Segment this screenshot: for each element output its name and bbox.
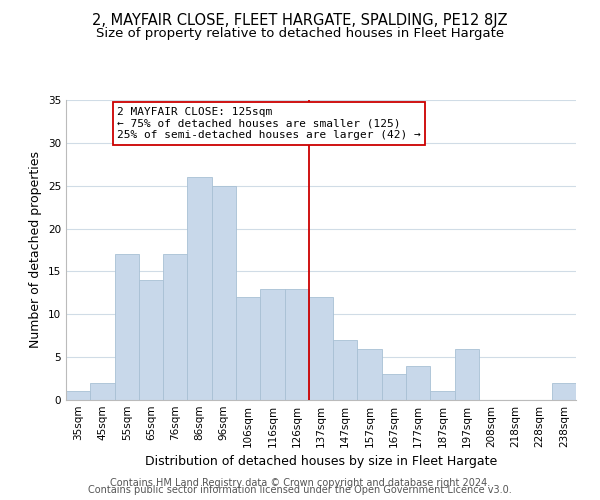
Bar <box>382 374 406 400</box>
Text: Contains public sector information licensed under the Open Government Licence v3: Contains public sector information licen… <box>88 485 512 495</box>
Bar <box>455 348 479 400</box>
Bar <box>66 392 90 400</box>
Text: 2 MAYFAIR CLOSE: 125sqm
← 75% of detached houses are smaller (125)
25% of semi-d: 2 MAYFAIR CLOSE: 125sqm ← 75% of detache… <box>117 107 421 140</box>
Bar <box>139 280 163 400</box>
Bar <box>187 177 212 400</box>
Bar <box>115 254 139 400</box>
Bar <box>406 366 430 400</box>
Y-axis label: Number of detached properties: Number of detached properties <box>29 152 43 348</box>
Text: Size of property relative to detached houses in Fleet Hargate: Size of property relative to detached ho… <box>96 28 504 40</box>
Bar <box>333 340 358 400</box>
Bar <box>90 383 115 400</box>
Bar <box>260 288 284 400</box>
Text: Contains HM Land Registry data © Crown copyright and database right 2024.: Contains HM Land Registry data © Crown c… <box>110 478 490 488</box>
Bar <box>284 288 309 400</box>
Bar <box>309 297 333 400</box>
Bar <box>430 392 455 400</box>
Bar <box>552 383 576 400</box>
Bar <box>236 297 260 400</box>
Text: 2, MAYFAIR CLOSE, FLEET HARGATE, SPALDING, PE12 8JZ: 2, MAYFAIR CLOSE, FLEET HARGATE, SPALDIN… <box>92 12 508 28</box>
X-axis label: Distribution of detached houses by size in Fleet Hargate: Distribution of detached houses by size … <box>145 456 497 468</box>
Bar <box>212 186 236 400</box>
Bar <box>163 254 187 400</box>
Bar <box>358 348 382 400</box>
